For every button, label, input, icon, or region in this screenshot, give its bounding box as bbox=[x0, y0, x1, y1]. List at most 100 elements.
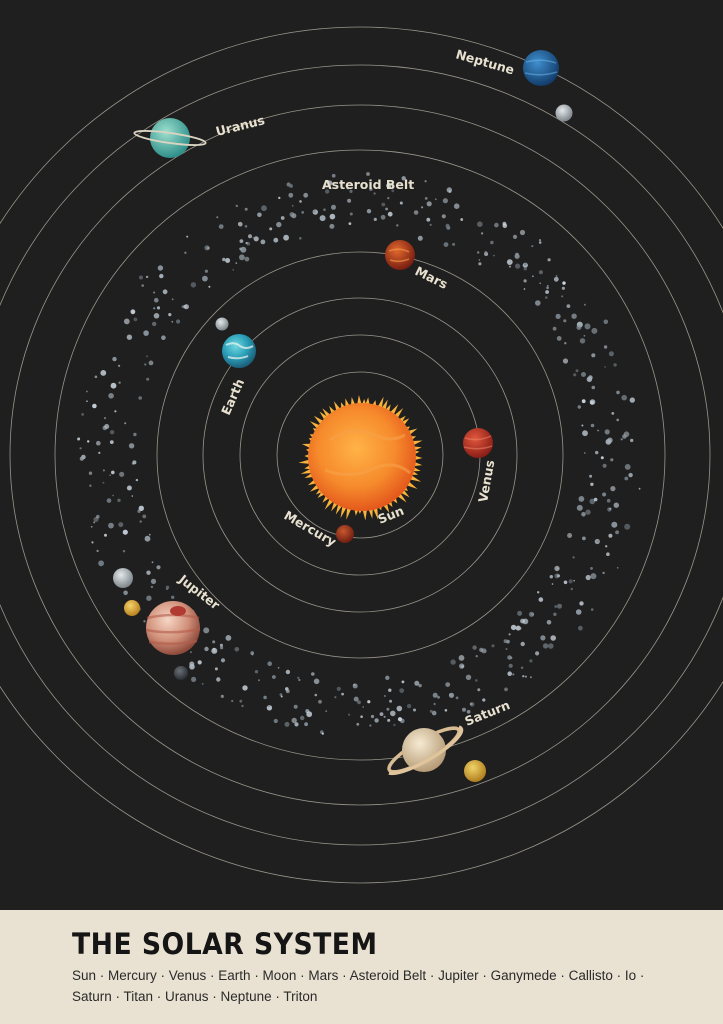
asteroid bbox=[504, 687, 508, 692]
asteroid bbox=[585, 574, 591, 581]
asteroid bbox=[433, 702, 436, 706]
asteroid bbox=[118, 364, 121, 367]
asteroid bbox=[235, 262, 238, 264]
jupiter bbox=[113, 568, 201, 680]
asteroid bbox=[576, 504, 583, 511]
asteroid bbox=[254, 670, 259, 674]
asteroid bbox=[585, 509, 591, 515]
asteroid bbox=[143, 620, 146, 623]
asteroid bbox=[582, 430, 588, 437]
asteroid bbox=[443, 242, 449, 248]
asteroid bbox=[624, 476, 629, 481]
asteroid bbox=[396, 705, 403, 712]
asteroid bbox=[156, 306, 161, 310]
asteroid bbox=[239, 254, 245, 261]
asteroid bbox=[538, 241, 542, 244]
asteroid bbox=[445, 223, 450, 228]
asteroid bbox=[520, 666, 524, 669]
asteroid bbox=[144, 535, 151, 542]
asteroid bbox=[583, 335, 586, 337]
asteroid bbox=[222, 257, 226, 262]
earth bbox=[215, 317, 256, 368]
asteroid bbox=[366, 209, 372, 214]
asteroid bbox=[383, 694, 386, 698]
asteroid bbox=[319, 215, 326, 222]
asteroid bbox=[313, 678, 320, 685]
label-venus: Venus bbox=[475, 459, 497, 504]
asteroid bbox=[183, 304, 189, 310]
asteroid bbox=[538, 270, 543, 275]
orbit-ring-5 bbox=[54, 149, 666, 761]
asteroid bbox=[153, 313, 160, 319]
venus bbox=[463, 428, 493, 458]
asteroid bbox=[477, 688, 481, 692]
asteroid bbox=[152, 321, 157, 327]
asteroid bbox=[106, 498, 112, 503]
asteroid bbox=[575, 369, 579, 373]
orbit-ring-6 bbox=[9, 104, 711, 806]
asteroid bbox=[588, 375, 593, 380]
asteroid bbox=[399, 201, 403, 205]
asteroid bbox=[325, 710, 328, 712]
asteroid bbox=[225, 635, 232, 641]
asteroid bbox=[604, 429, 610, 435]
asteroid bbox=[478, 259, 481, 261]
asteroid bbox=[291, 213, 297, 219]
asteroid bbox=[168, 313, 172, 317]
sun-flare bbox=[362, 508, 368, 521]
asteroid bbox=[146, 355, 148, 358]
asteroid bbox=[242, 685, 248, 691]
asteroid bbox=[608, 351, 614, 357]
asteroid bbox=[203, 627, 210, 634]
asteroid bbox=[289, 184, 293, 188]
asteroid bbox=[563, 580, 568, 585]
asteroid bbox=[220, 694, 224, 699]
asteroid bbox=[567, 533, 573, 538]
asteroid bbox=[253, 236, 259, 242]
asteroid bbox=[184, 251, 187, 254]
asteroid bbox=[239, 247, 242, 251]
asteroid bbox=[331, 173, 336, 178]
asteroid bbox=[273, 718, 278, 724]
neptune-bands bbox=[524, 59, 558, 76]
asteroid bbox=[323, 208, 326, 211]
asteroid bbox=[206, 246, 210, 250]
asteroid bbox=[304, 722, 308, 727]
asteroid-belt bbox=[77, 172, 641, 735]
asteroid bbox=[171, 298, 174, 301]
asteroid bbox=[620, 438, 623, 441]
asteroid bbox=[202, 275, 208, 282]
asteroid bbox=[562, 358, 569, 364]
asteroid bbox=[237, 222, 241, 225]
asteroid bbox=[590, 423, 595, 428]
asteroid bbox=[546, 286, 549, 290]
asteroid bbox=[150, 585, 154, 589]
asteroid bbox=[325, 189, 330, 194]
asteroid bbox=[102, 481, 105, 484]
asteroid bbox=[353, 696, 359, 702]
asteroid bbox=[552, 326, 557, 331]
asteroid bbox=[118, 522, 124, 528]
asteroid bbox=[201, 683, 204, 685]
asteroid bbox=[329, 213, 336, 220]
asteroid bbox=[512, 234, 518, 239]
poster-subtitle: Sun · Mercury · Venus · Earth · Moon · M… bbox=[72, 968, 645, 1004]
asteroid bbox=[602, 571, 605, 575]
asteroid bbox=[108, 393, 114, 399]
asteroid bbox=[139, 520, 142, 523]
asteroid bbox=[126, 485, 132, 491]
asteroid bbox=[311, 672, 315, 676]
asteroid bbox=[208, 285, 211, 288]
asteroid bbox=[573, 579, 575, 582]
asteroid bbox=[481, 232, 484, 235]
asteroid bbox=[381, 202, 386, 207]
sun bbox=[298, 395, 423, 521]
asteroid bbox=[267, 661, 273, 666]
asteroid bbox=[616, 567, 619, 569]
label-neptune: Neptune bbox=[454, 46, 516, 77]
asteroid bbox=[90, 525, 93, 528]
asteroid bbox=[512, 673, 515, 676]
asteroid bbox=[260, 239, 266, 245]
asteroid bbox=[583, 452, 586, 454]
asteroid bbox=[87, 440, 90, 443]
